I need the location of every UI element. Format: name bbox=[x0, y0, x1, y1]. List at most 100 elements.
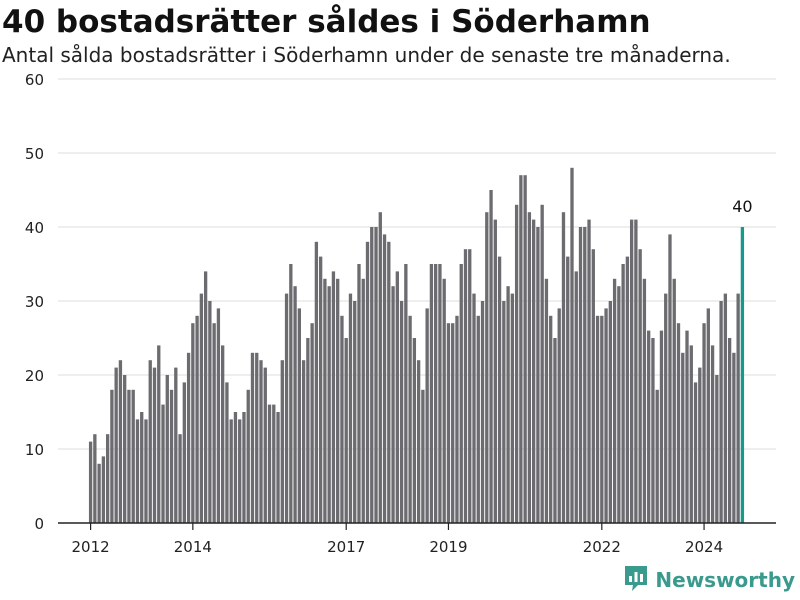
x-tick-label: 2019 bbox=[429, 538, 467, 556]
bar bbox=[123, 375, 127, 523]
bar bbox=[676, 323, 681, 523]
bar bbox=[476, 315, 480, 523]
bar bbox=[621, 264, 625, 523]
bar bbox=[540, 204, 544, 524]
bar bbox=[378, 212, 382, 523]
x-tick-label: 2022 bbox=[583, 538, 621, 556]
bar bbox=[659, 330, 664, 523]
bar bbox=[587, 219, 591, 523]
bar bbox=[382, 234, 387, 523]
bar bbox=[527, 212, 532, 523]
bar bbox=[246, 389, 250, 523]
bar bbox=[416, 360, 421, 523]
bar bbox=[229, 419, 233, 523]
bar bbox=[468, 249, 472, 523]
bar bbox=[152, 367, 157, 523]
bar bbox=[399, 301, 404, 523]
newsworthy-logo-icon bbox=[623, 564, 649, 596]
bar bbox=[557, 308, 561, 523]
bar bbox=[280, 360, 284, 523]
brand-name: Newsworthy bbox=[655, 568, 795, 592]
bar bbox=[186, 352, 191, 523]
bar bbox=[685, 330, 689, 523]
bar bbox=[523, 175, 527, 523]
bar bbox=[148, 360, 152, 523]
bar bbox=[480, 301, 485, 523]
bar bbox=[531, 219, 536, 523]
bar bbox=[263, 367, 267, 523]
newsworthy-brand[interactable]: Newsworthy bbox=[623, 564, 795, 596]
bar bbox=[182, 382, 186, 523]
bar bbox=[625, 256, 630, 523]
bar bbox=[395, 271, 399, 523]
bar bbox=[583, 227, 587, 523]
bar bbox=[370, 227, 374, 523]
bar bbox=[314, 241, 319, 524]
bar bbox=[353, 301, 357, 523]
bar bbox=[161, 404, 165, 523]
bar bbox=[250, 352, 255, 523]
bar bbox=[693, 382, 698, 523]
bar bbox=[429, 264, 434, 523]
bar bbox=[297, 308, 302, 523]
bar bbox=[212, 323, 216, 523]
x-tick-label: 2012 bbox=[72, 538, 110, 556]
last-value-label: 40 bbox=[732, 197, 752, 216]
bar bbox=[174, 367, 178, 523]
bar bbox=[88, 441, 93, 523]
bar bbox=[617, 286, 621, 523]
y-tick-label: 0 bbox=[34, 515, 44, 533]
bar bbox=[727, 338, 732, 523]
bar bbox=[97, 463, 101, 523]
bar bbox=[387, 241, 391, 524]
bar bbox=[578, 227, 583, 523]
y-tick-label: 10 bbox=[25, 441, 44, 459]
bar bbox=[715, 375, 719, 523]
bar bbox=[203, 271, 208, 523]
bar bbox=[284, 293, 289, 523]
bar bbox=[301, 360, 306, 523]
bar bbox=[438, 264, 442, 523]
chart-title: 40 bostadsrätter såldes i Söderhamn bbox=[2, 4, 651, 40]
bar bbox=[93, 434, 97, 523]
bar bbox=[140, 412, 144, 523]
bar bbox=[459, 264, 463, 523]
bar bbox=[702, 323, 706, 523]
bar bbox=[668, 234, 672, 523]
bar bbox=[225, 382, 229, 523]
bar bbox=[242, 412, 246, 523]
bar bbox=[600, 315, 604, 523]
bar bbox=[208, 301, 212, 523]
bar bbox=[672, 278, 676, 523]
bar bbox=[642, 278, 647, 523]
bar bbox=[497, 256, 502, 523]
bar bbox=[451, 323, 455, 523]
bar bbox=[259, 360, 263, 523]
bar bbox=[195, 315, 199, 523]
annotations: 40 bbox=[732, 197, 752, 216]
bar bbox=[681, 352, 685, 523]
bar bbox=[323, 278, 327, 523]
bar bbox=[340, 315, 344, 523]
chart-subtitle: Antal sålda bostadsrätter i Söderhamn un… bbox=[2, 43, 731, 67]
bar bbox=[357, 264, 361, 523]
bar bbox=[238, 419, 242, 523]
bar bbox=[336, 278, 340, 523]
bar bbox=[421, 389, 425, 523]
bar bbox=[698, 367, 702, 523]
bar bbox=[595, 315, 600, 523]
bar bbox=[114, 367, 118, 523]
bar bbox=[553, 338, 557, 523]
bar bbox=[131, 389, 135, 523]
bar bbox=[536, 227, 540, 523]
bar bbox=[425, 308, 429, 523]
bar bbox=[455, 315, 459, 523]
bar bbox=[331, 271, 336, 523]
y-tick-label: 20 bbox=[25, 367, 44, 385]
bar bbox=[647, 330, 651, 523]
bar bbox=[493, 219, 497, 523]
bar bbox=[591, 249, 595, 523]
bar bbox=[191, 323, 195, 523]
bar bbox=[506, 286, 510, 523]
bar bbox=[310, 323, 314, 523]
